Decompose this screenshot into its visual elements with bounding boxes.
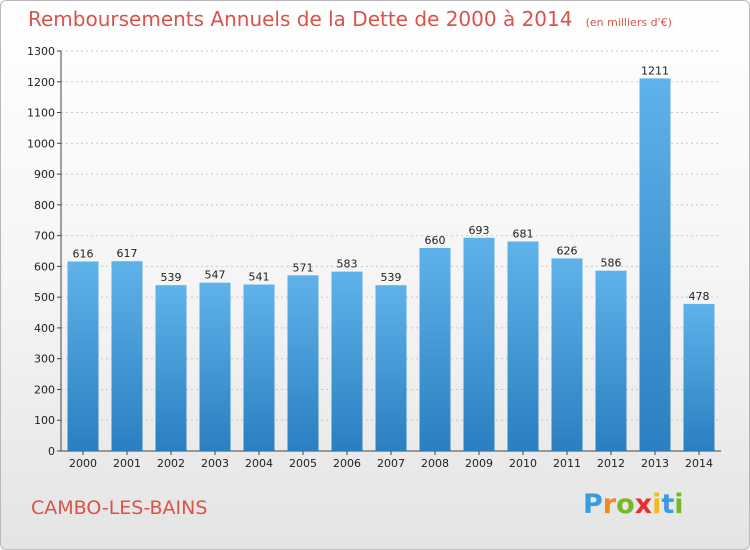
bar [595,270,627,451]
y-tick-label: 400 [34,322,55,335]
logo-letter: P [583,489,603,520]
y-tick-label: 600 [34,260,55,273]
x-tick-label: 2003 [201,457,229,470]
bar-value-label: 547 [205,269,226,282]
bar-value-label: 541 [249,271,270,284]
commune-name: CAMBO-LES-BAINS [31,497,208,519]
x-tick-label: 2001 [113,457,141,470]
y-tick-label: 800 [34,199,55,212]
bar-value-label: 693 [469,224,490,237]
y-tick-label: 1100 [27,107,55,120]
bar-value-label: 539 [381,271,402,284]
chart-subtitle: (en milliers d'€) [585,16,672,29]
bar [155,285,187,451]
x-tick-label: 2004 [245,457,273,470]
x-tick-label: 2007 [377,457,405,470]
logo-letter: x [634,489,653,520]
x-tick-label: 2002 [157,457,185,470]
chart-title-row: Remboursements Annuels de la Dette de 20… [28,7,672,31]
bar [507,241,539,451]
bar-value-label: 478 [689,290,710,303]
proxiti-logo: Proxiti [583,489,684,520]
bar-value-label: 571 [293,261,314,274]
bar [419,247,451,451]
x-tick-label: 2009 [465,457,493,470]
bar [199,282,231,451]
bar [375,285,407,451]
logo-letter: o [616,489,635,520]
y-tick-label: 0 [48,445,55,458]
bar [331,271,363,451]
x-tick-label: 2011 [553,457,581,470]
x-tick-label: 2010 [509,457,537,470]
x-tick-label: 2013 [641,457,669,470]
x-tick-label: 2006 [333,457,361,470]
x-tick-label: 2005 [289,457,317,470]
bar [111,261,143,451]
x-tick-label: 2008 [421,457,449,470]
y-tick-label: 1200 [27,76,55,89]
bar-value-label: 583 [337,258,358,271]
y-tick-label: 700 [34,230,55,243]
bar-value-label: 616 [73,247,94,260]
logo-letter: i [674,489,684,520]
x-tick-label: 2014 [685,457,713,470]
logo-letter: t [661,489,675,520]
bar-value-label: 681 [513,227,534,240]
y-tick-label: 300 [34,353,55,366]
y-tick-label: 900 [34,168,55,181]
bar-value-label: 660 [425,234,446,247]
bar-value-label: 539 [161,271,182,284]
x-tick-label: 2000 [69,457,97,470]
y-tick-label: 200 [34,383,55,396]
y-tick-label: 1000 [27,137,55,150]
bar [243,284,275,451]
bar-value-label: 617 [117,247,138,260]
bar-value-label: 626 [557,244,578,257]
logo-letter: r [602,489,617,520]
bar-value-label: 586 [601,257,622,270]
y-tick-label: 500 [34,291,55,304]
y-tick-label: 100 [34,414,55,427]
x-tick-label: 2012 [597,457,625,470]
logo-letter: i [652,489,662,520]
bar [551,258,583,451]
bar [683,303,715,451]
bar [463,237,495,451]
chart-title: Remboursements Annuels de la Dette de 20… [28,7,573,31]
bar [639,78,671,451]
bar-value-label: 1211 [641,64,669,77]
bar [67,261,99,451]
y-tick-label: 1300 [27,45,55,58]
bar [287,275,319,451]
